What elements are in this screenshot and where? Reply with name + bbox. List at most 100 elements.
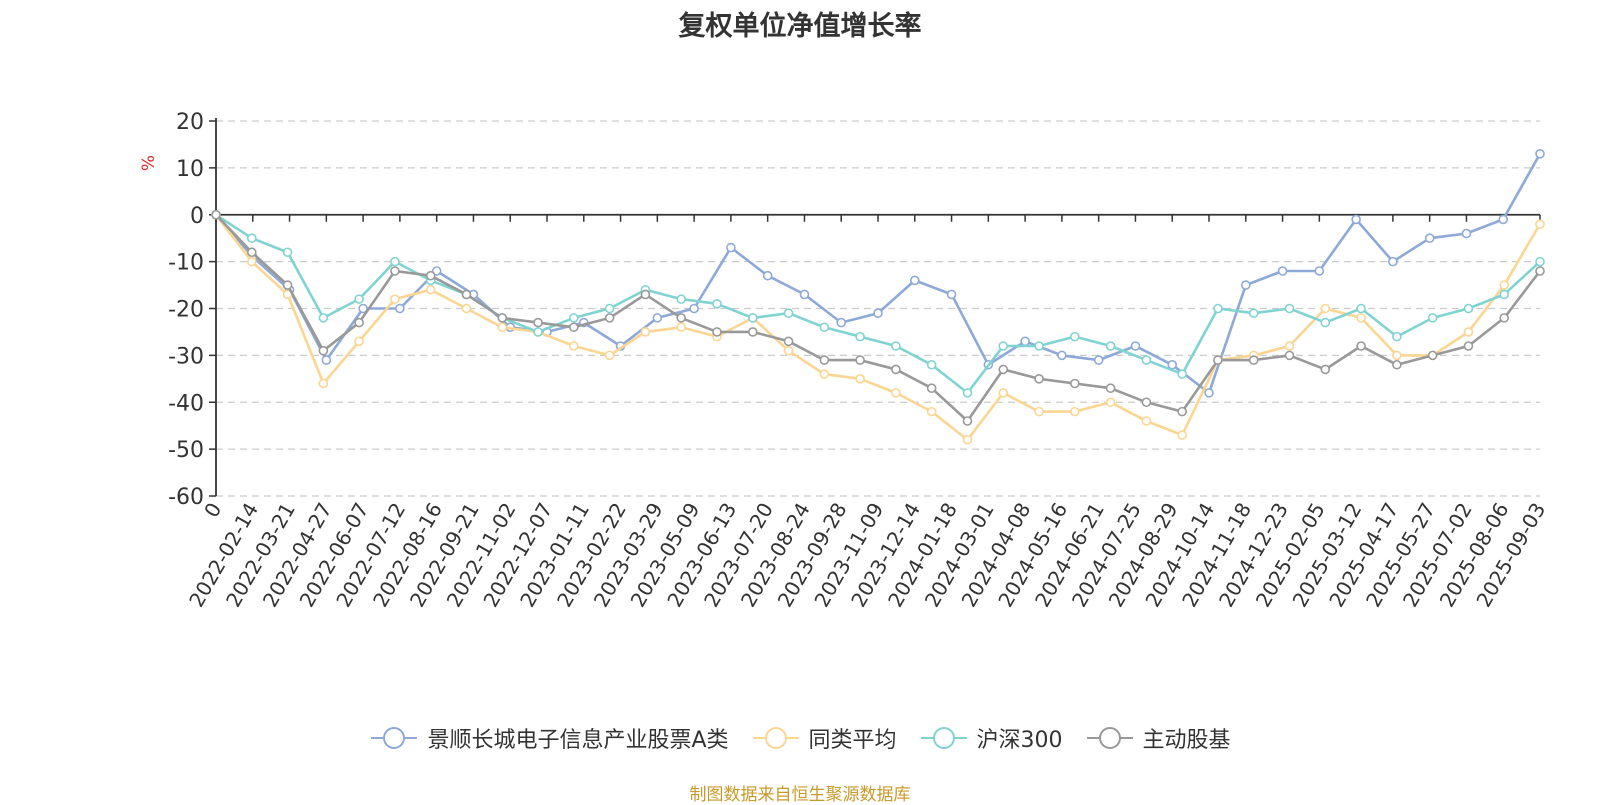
data-point [1499,313,1510,323]
data-point [604,350,615,361]
data-point [1177,406,1187,417]
data-point [1314,266,1325,276]
data-point [1034,341,1044,351]
legend-label: 主动股基 [1142,728,1231,753]
data-point [726,242,736,253]
data-point [1204,388,1214,398]
data-point [354,336,364,347]
legend-marker-icon [920,727,967,749]
data-point [1463,341,1474,351]
data-point [747,313,758,323]
legend-label: 同类平均 [808,728,897,753]
data-point [425,284,436,295]
y-axis-label: % [139,155,159,171]
data-point [946,289,957,300]
data-point [604,313,615,323]
data-point [891,364,901,375]
legend-item[interactable]: 沪深300 [919,722,1063,754]
series-line [214,213,1542,423]
data-point [282,280,293,290]
legend-marker-icon [1086,727,1133,749]
data-point [1463,303,1474,314]
data-point [891,341,901,351]
data-point [1499,289,1510,300]
legend-item[interactable]: 主动股基 [1085,722,1231,754]
legend-circle [1098,727,1121,749]
series-line [214,213,1542,442]
data-point [855,374,865,384]
data-point [461,289,472,300]
data-point [998,388,1009,398]
data-point [1284,303,1295,314]
data-point [1141,416,1152,426]
data-point [1424,233,1435,243]
legend-marker-icon [371,727,418,749]
data-point [321,355,332,365]
data-point [1461,228,1472,239]
data-point [533,327,543,337]
series-lines [211,149,1545,445]
data-point [1535,219,1545,229]
data-point [909,275,920,286]
data-point [712,299,722,309]
data-point [461,303,472,314]
series-2 [211,209,1545,445]
data-point [1535,256,1545,267]
data-point [1093,355,1104,365]
data-point [762,270,773,281]
data-point [676,313,686,323]
data-point [1248,355,1259,365]
data-point [640,289,651,300]
data-point [395,303,405,314]
data-point [1057,350,1067,361]
axes [209,118,1541,497]
data-point [1388,256,1398,267]
data-point [1213,355,1223,365]
data-point [962,416,973,426]
data-point [1034,374,1044,384]
data-point [1213,303,1223,314]
data-point [1070,378,1080,389]
legend: 景顺长城电子信息产业股票A类 同类平均 沪深300 主动股基 [0,722,1600,754]
data-point [855,355,865,365]
data-point [354,317,364,328]
legend-marker-icon [752,727,799,749]
chart-title: 复权单位净值增长率 [678,11,922,42]
data-point [1070,331,1080,342]
series-line [214,213,1542,395]
data-point [1277,266,1288,276]
data-point [1427,350,1438,361]
data-point [998,341,1009,351]
data-point [318,378,329,389]
legend-item[interactable]: 景顺长城电子信息产业股票A类 [369,722,729,754]
data-point [1320,303,1331,314]
data-point [1248,308,1259,318]
data-point [390,294,400,304]
data-source-note: 制图数据来自恒生聚源数据库 [689,785,911,805]
data-point [1141,355,1152,365]
data-point [569,313,579,323]
data-point [282,247,293,258]
data-point [819,369,830,379]
legend-label: 沪深300 [976,728,1063,753]
data-point [962,434,973,445]
data-point [318,313,329,323]
data-point [1284,341,1295,351]
data-point [873,308,883,318]
data-point [1177,430,1187,440]
data-point [1284,350,1295,361]
data-point [652,313,663,323]
data-point [1105,397,1116,408]
data-point [246,247,257,258]
data-point [1351,214,1361,225]
x-tick-label: 0 [199,499,226,522]
data-point [1141,397,1152,408]
series-3 [211,209,1545,398]
data-point [604,303,615,314]
data-point [962,388,973,398]
y-tick-label: -40 [168,391,204,416]
data-point [836,317,847,328]
data-point [676,322,686,333]
legend-item[interactable]: 同类平均 [751,722,897,754]
